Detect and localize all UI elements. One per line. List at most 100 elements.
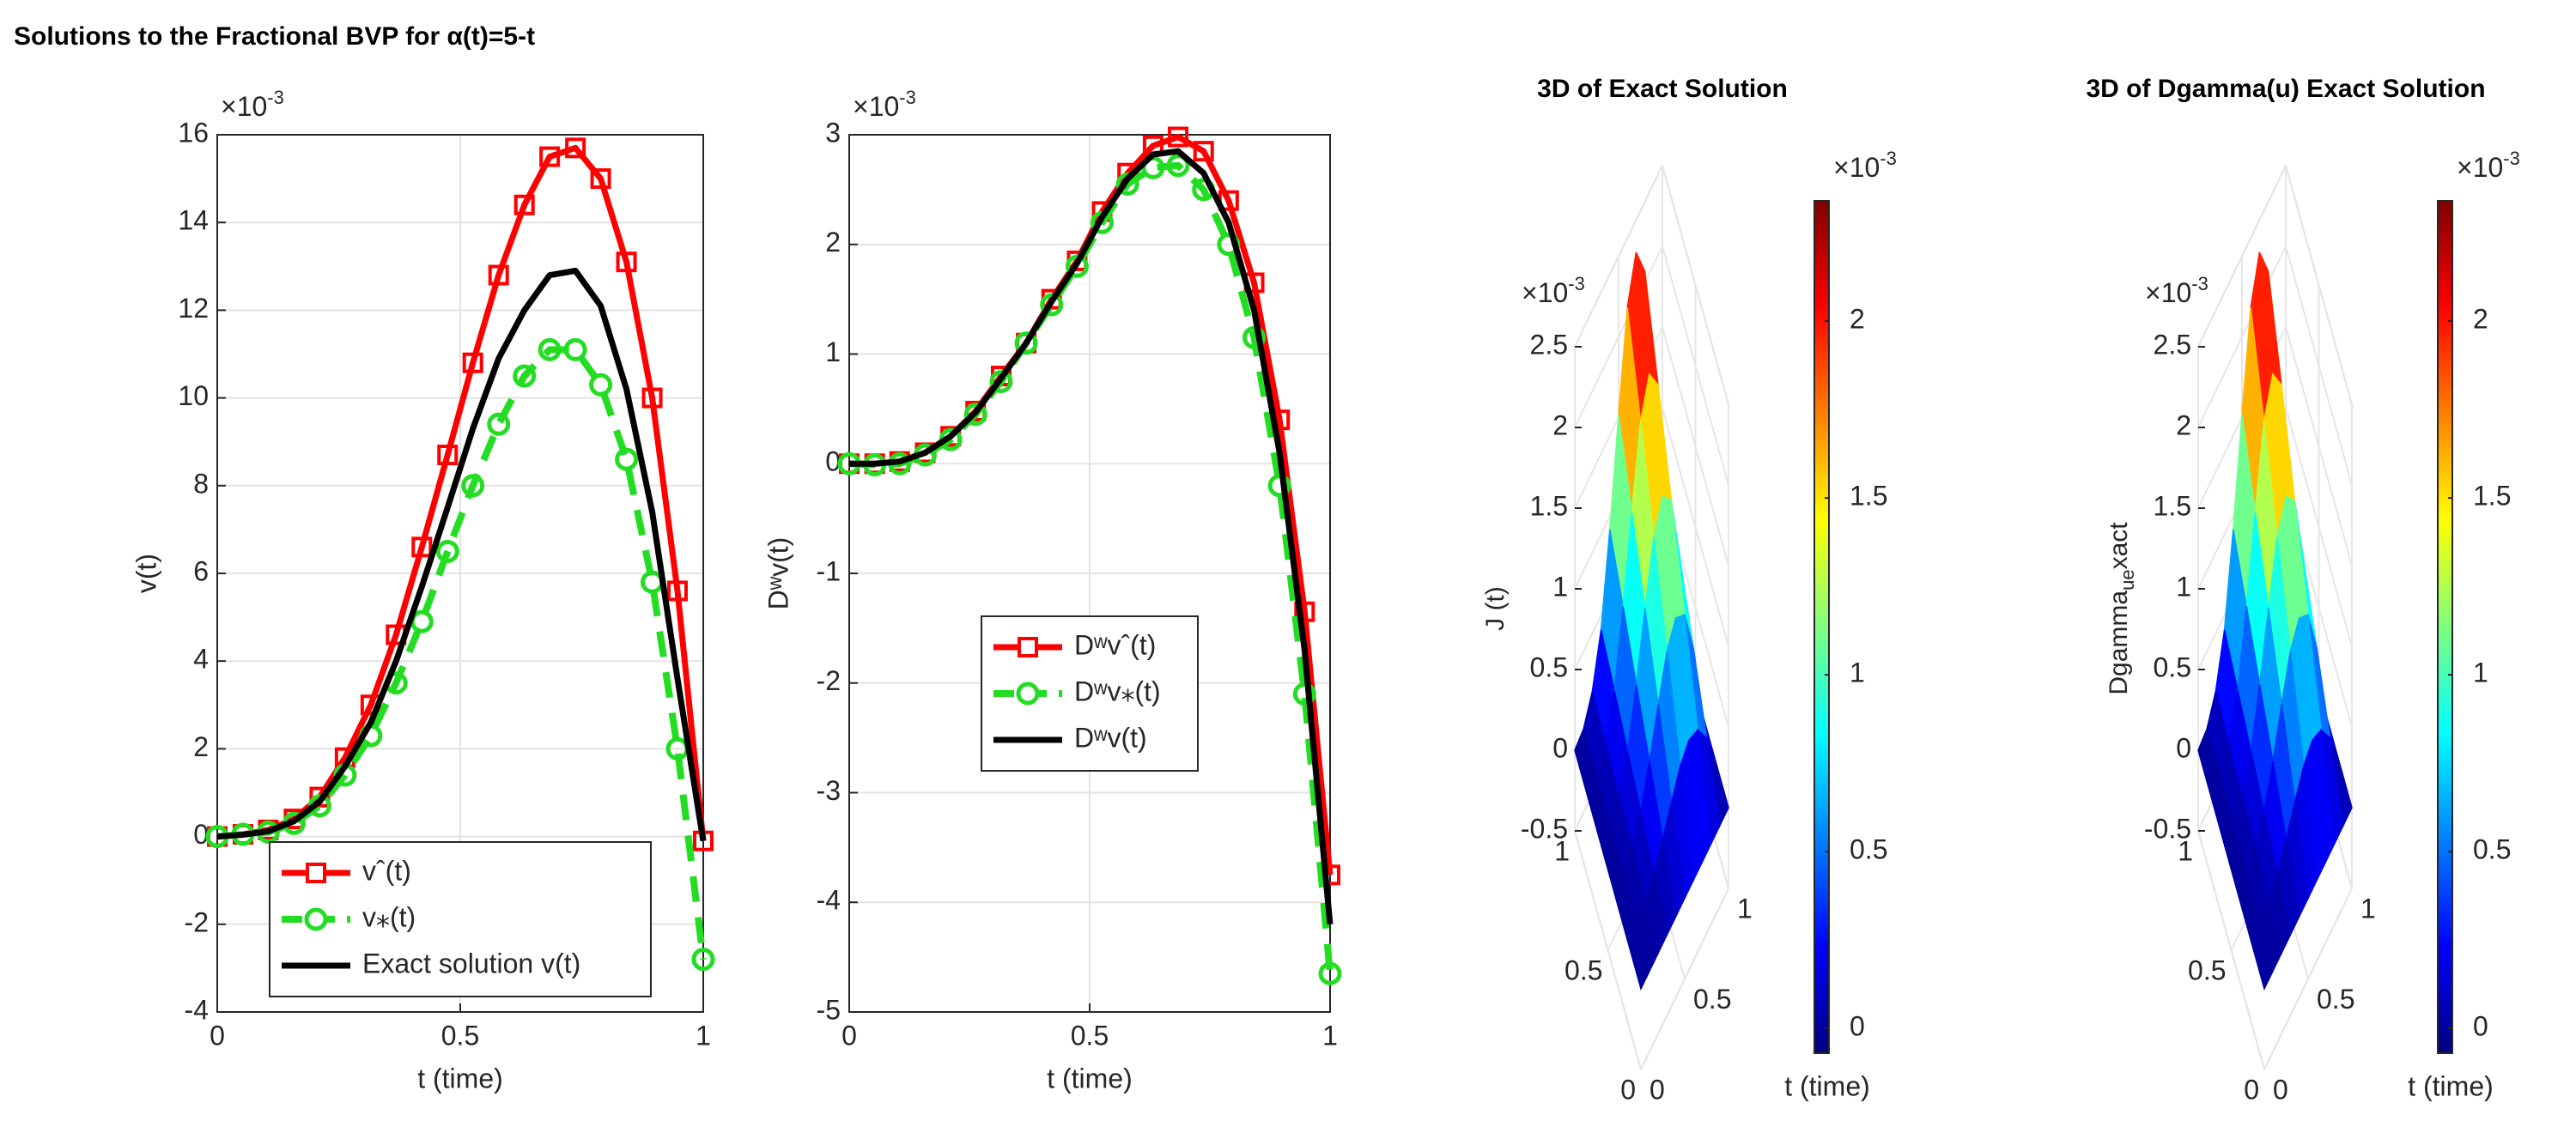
x-axis-label: t (time) — [1784, 1070, 1870, 1101]
z-axis-label-part: ue — [2117, 569, 2138, 590]
exponent-power: -3 — [2191, 273, 2208, 294]
axis-exponent: ×10-3 — [221, 87, 284, 123]
colorbar-tick-label: 0.5 — [1850, 834, 1887, 865]
colorbar-tick-label: 0 — [1850, 1011, 1865, 1042]
colorbar-tick-label: 2 — [1850, 304, 1865, 335]
x-tick-label: 0 — [1649, 1074, 1665, 1105]
y-tick-label: 1 — [2178, 835, 2193, 866]
y-tick-label: 16 — [178, 117, 209, 148]
colorbar — [1814, 200, 1830, 1054]
y-tick-label: -3 — [817, 775, 841, 806]
legend-label: vˆ(t) — [362, 855, 411, 886]
axis-exponent: ×10-3 — [2457, 148, 2520, 184]
z-tick-label: -0.5 — [2144, 813, 2191, 844]
x-axis-label: t (time) — [417, 1063, 503, 1094]
y-tick-label: -2 — [185, 906, 209, 937]
legend-marker — [1018, 637, 1038, 657]
y-tick-label: 3 — [825, 117, 841, 148]
y-tick-label: 0.5 — [2188, 954, 2226, 985]
marker — [462, 352, 483, 373]
exponent-power: -3 — [1880, 148, 1897, 169]
x-tick-label: 0.5 — [1071, 1020, 1109, 1051]
axes-box — [848, 134, 1331, 1013]
marker — [1193, 141, 1214, 162]
x-tick-label: 0.5 — [441, 1020, 479, 1051]
exponent-base: ×10 — [1522, 277, 1568, 308]
chart-title: 3D of Dgamma(u) Exact Solution — [2086, 75, 2485, 103]
colorbar-tick-label: 1.5 — [2473, 481, 2511, 512]
legend-marker — [304, 907, 328, 931]
z-tick-label: 2.5 — [1530, 329, 1568, 360]
legend-label: Exact solution v(t) — [362, 948, 580, 978]
y-tick-label: -2 — [817, 665, 841, 696]
exponent-base: ×10 — [1833, 152, 1880, 183]
y-tick-label: 1 — [1554, 835, 1570, 866]
x-axis-label: t (time) — [1047, 1063, 1133, 1094]
x-tick-label: 0.5 — [1693, 984, 1731, 1015]
y-tick-label: 6 — [193, 555, 209, 586]
marker — [513, 194, 535, 215]
y-tick-label: 12 — [178, 293, 209, 324]
legend: Dʷvˆ(t) Dʷv⁎(t) Dʷv(t) — [981, 615, 1199, 772]
y-tick-label: 0 — [193, 819, 209, 850]
series-line — [849, 148, 1334, 925]
x-axis-label: t (time) — [2408, 1070, 2494, 1101]
marker — [538, 337, 562, 361]
y-tick-label: 4 — [193, 644, 209, 675]
legend-label: v⁎(t) — [362, 901, 416, 932]
z-tick-label: 0.5 — [2154, 651, 2191, 682]
y-tick-label: 0 — [1620, 1074, 1636, 1105]
x-tick-label: 1 — [1322, 1020, 1338, 1051]
colorbar-tick-label: 2 — [2473, 304, 2488, 335]
legend-label: Dʷv(t) — [1074, 722, 1147, 753]
y-tick-label: -4 — [185, 994, 209, 1025]
marker — [513, 364, 537, 388]
exponent-base: ×10 — [853, 91, 899, 122]
y-tick-label: 10 — [178, 380, 209, 411]
marker — [590, 168, 611, 190]
grid-line — [1640, 404, 1729, 1070]
marker — [539, 146, 561, 167]
marker — [309, 786, 331, 808]
marker — [437, 445, 459, 466]
colorbar — [2437, 200, 2453, 1054]
z-tick-label: 2 — [2176, 409, 2191, 440]
axis-exponent: ×10-3 — [853, 87, 916, 123]
colorbar-tick-label: 1.5 — [1850, 481, 1887, 512]
z-tick-label: 2.5 — [2154, 329, 2191, 360]
z-tick-label: 2 — [1552, 409, 1568, 440]
y-tick-label: -1 — [817, 555, 841, 586]
axis-exponent: ×10-3 — [1522, 273, 1585, 309]
marker — [1294, 601, 1315, 622]
colorbar-tick-label: 1 — [1850, 657, 1865, 688]
axis-exponent: ×10-3 — [2145, 273, 2208, 309]
series-line — [216, 267, 707, 842]
z-tick-label: 0.5 — [1530, 651, 1568, 682]
z-axis-label: Dgammauexact — [2105, 522, 2138, 695]
marker — [691, 948, 715, 972]
exponent-base: ×10 — [2457, 152, 2503, 183]
exponent-power: -3 — [267, 87, 284, 108]
x-tick-label: 1 — [1737, 893, 1753, 924]
z-tick-label: 1.5 — [1530, 490, 1568, 521]
colorbar-tick-label: 1 — [2473, 657, 2488, 688]
marker — [615, 447, 639, 471]
x-tick-label: 0.5 — [2317, 984, 2354, 1015]
x-tick-label: 0 — [2273, 1074, 2288, 1105]
figure-title: Solutions to the Fractional BVP for α(t)… — [14, 22, 535, 51]
legend: vˆ(t) v⁎(t) Exact solution v(t) — [269, 841, 652, 997]
z-tick-label: 1 — [1552, 571, 1568, 602]
y-tick-label: 8 — [193, 468, 209, 499]
marker — [487, 412, 511, 436]
y-tick-label: 14 — [178, 205, 209, 236]
y-tick-label: 0.5 — [1564, 954, 1602, 985]
y-tick-label: -4 — [817, 885, 841, 916]
marker — [616, 251, 637, 273]
marker — [1292, 682, 1316, 706]
marker — [1040, 293, 1064, 317]
x-tick-label: 0 — [841, 1020, 857, 1051]
z-axis-label-part: Dgamma — [2105, 591, 2133, 695]
y-tick-label: 0 — [825, 446, 841, 477]
